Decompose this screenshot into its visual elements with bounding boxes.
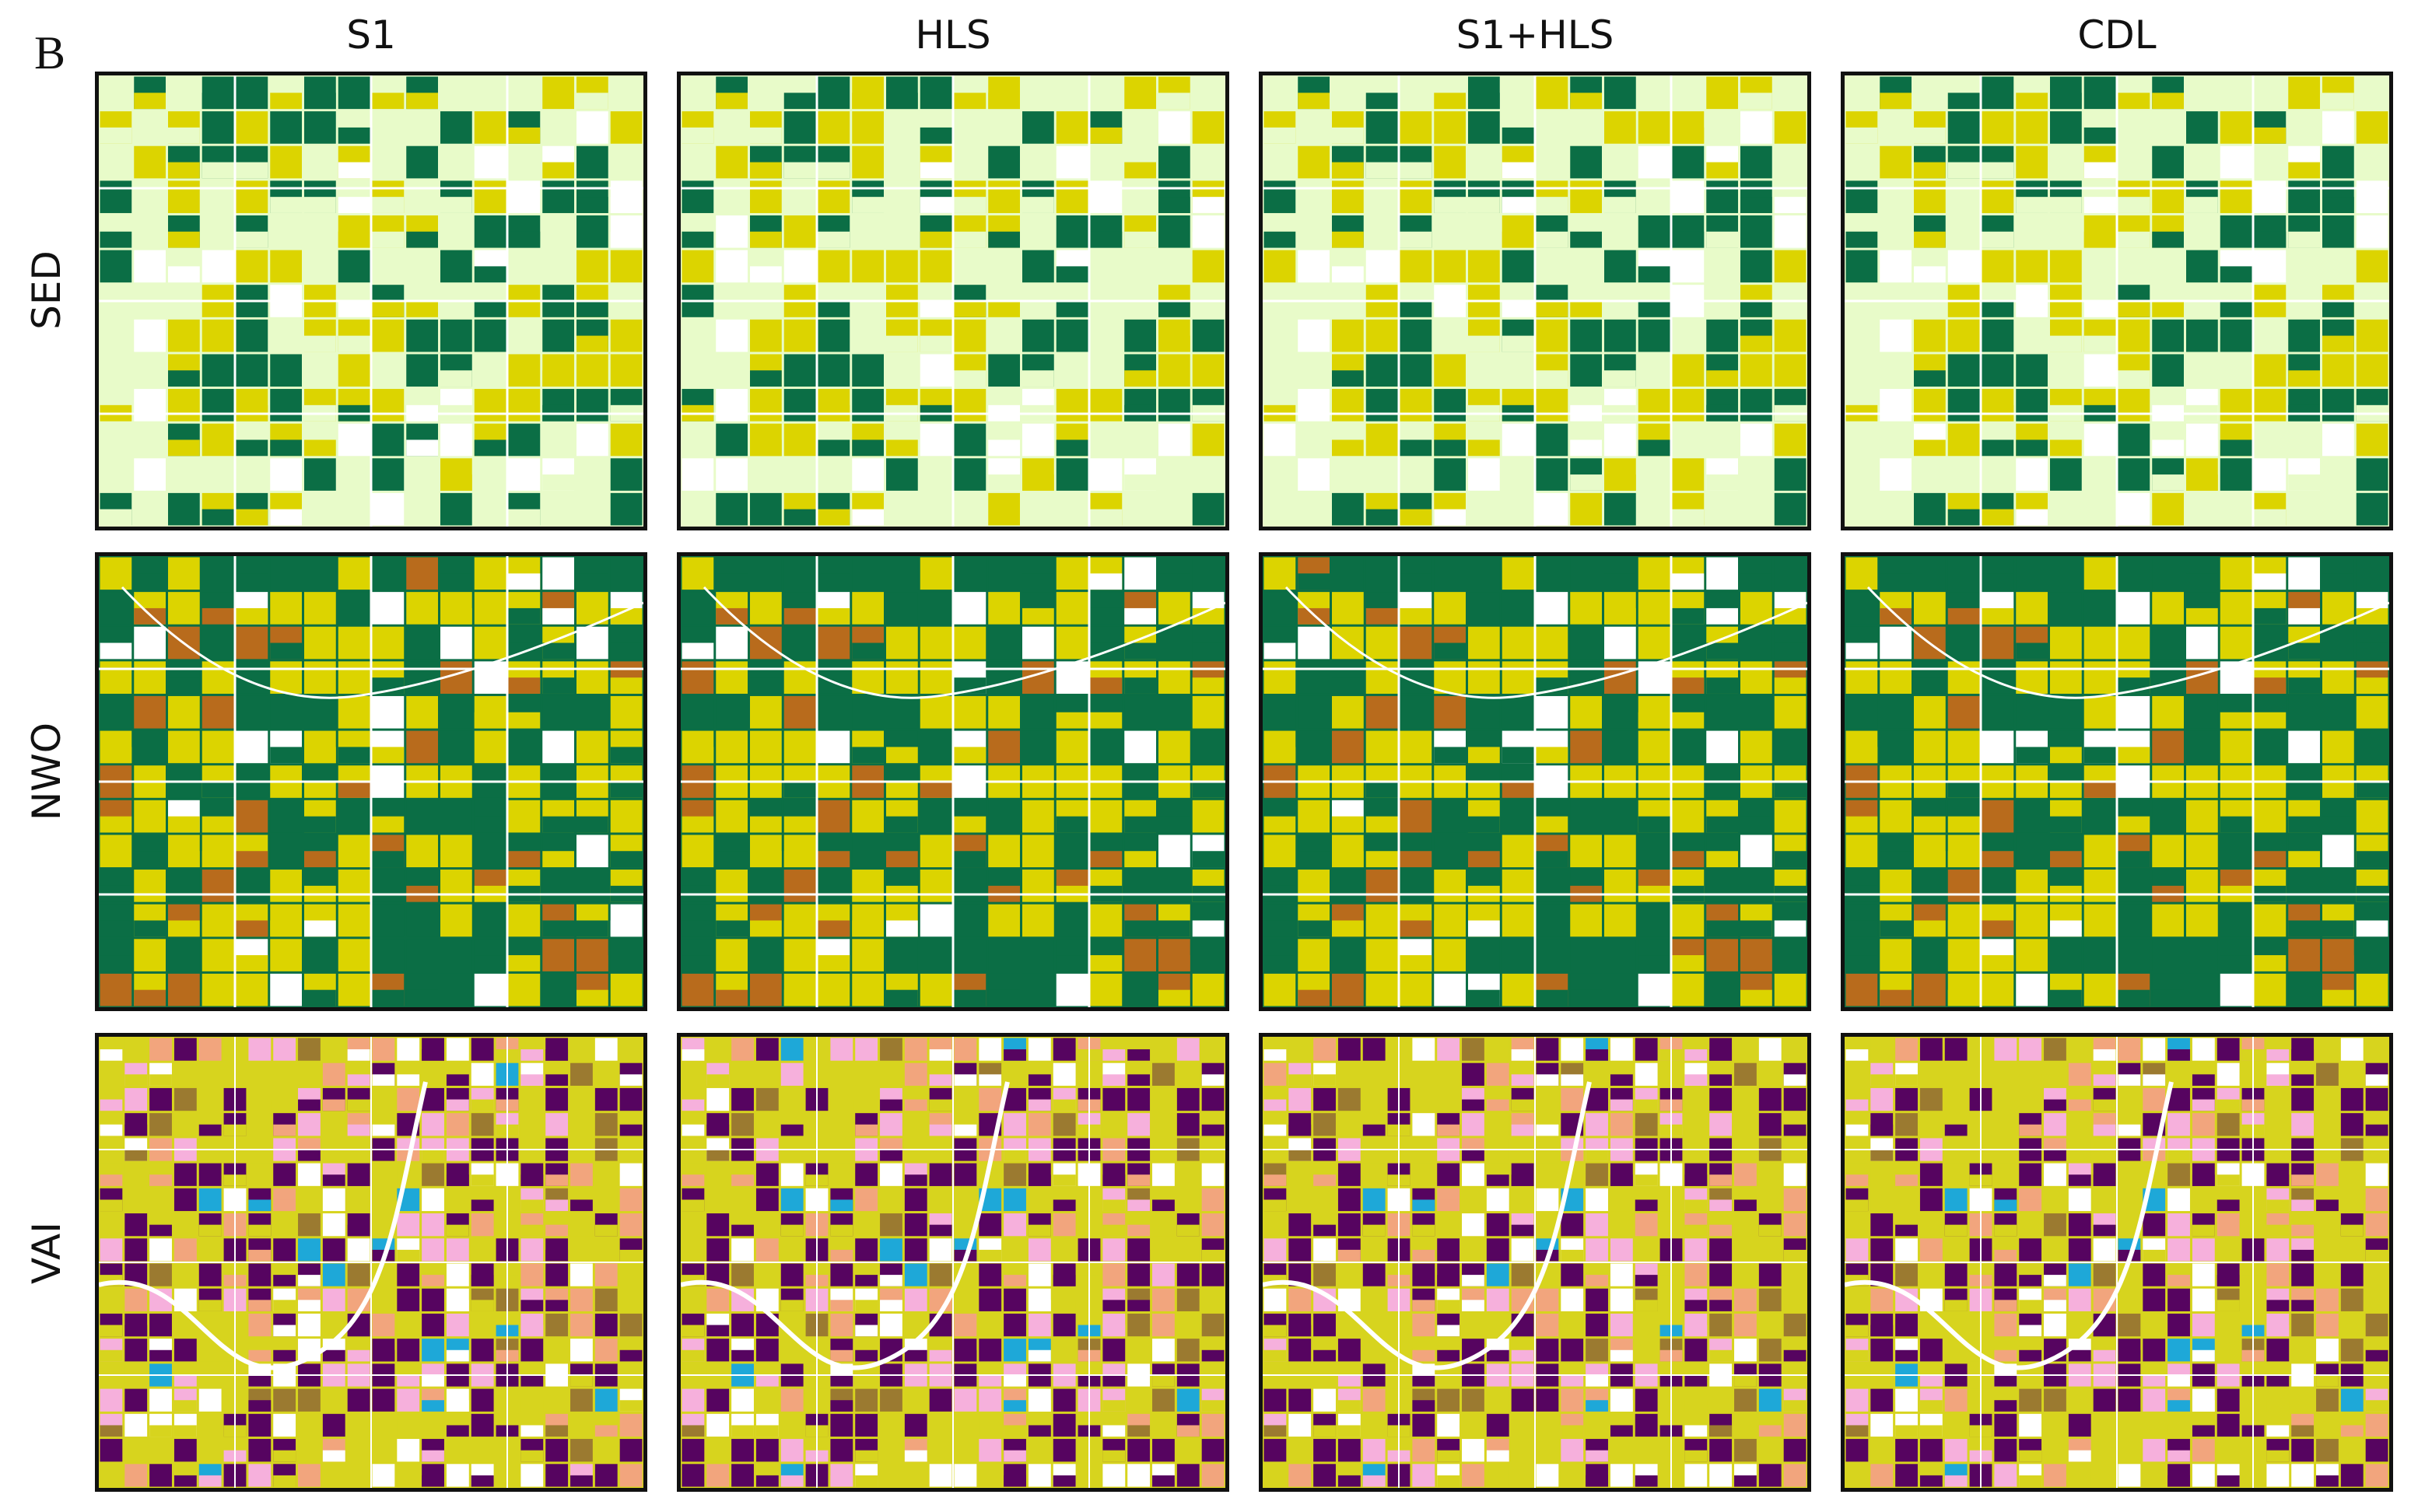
column-header-hls: HLS <box>915 12 991 58</box>
map-tile-sed-s1 <box>95 72 647 530</box>
map-tile-vai-s1-hls <box>1259 1033 1811 1492</box>
column-header-cdl: CDL <box>2077 12 2157 58</box>
map-tile-sed-hls <box>677 72 1229 530</box>
row-label-vai: VAI <box>24 1222 69 1284</box>
map-tile-vai-cdl <box>1841 1033 2393 1492</box>
map-tile-nwo-hls <box>677 552 1229 1011</box>
column-header-s1: S1 <box>346 12 396 58</box>
map-tile-vai-hls <box>677 1033 1229 1492</box>
map-tile-nwo-s1 <box>95 552 647 1011</box>
row-label-sed: SED <box>24 250 69 330</box>
map-tile-vai-s1 <box>95 1033 647 1492</box>
panel-letter: B <box>34 27 66 79</box>
map-tile-sed-s1-hls <box>1259 72 1811 530</box>
map-tile-nwo-s1-hls <box>1259 552 1811 1011</box>
row-label-nwo: NWO <box>24 722 70 821</box>
column-header-s1-hls: S1+HLS <box>1456 12 1614 58</box>
map-tile-sed-cdl <box>1841 72 2393 530</box>
map-tile-nwo-cdl <box>1841 552 2393 1011</box>
